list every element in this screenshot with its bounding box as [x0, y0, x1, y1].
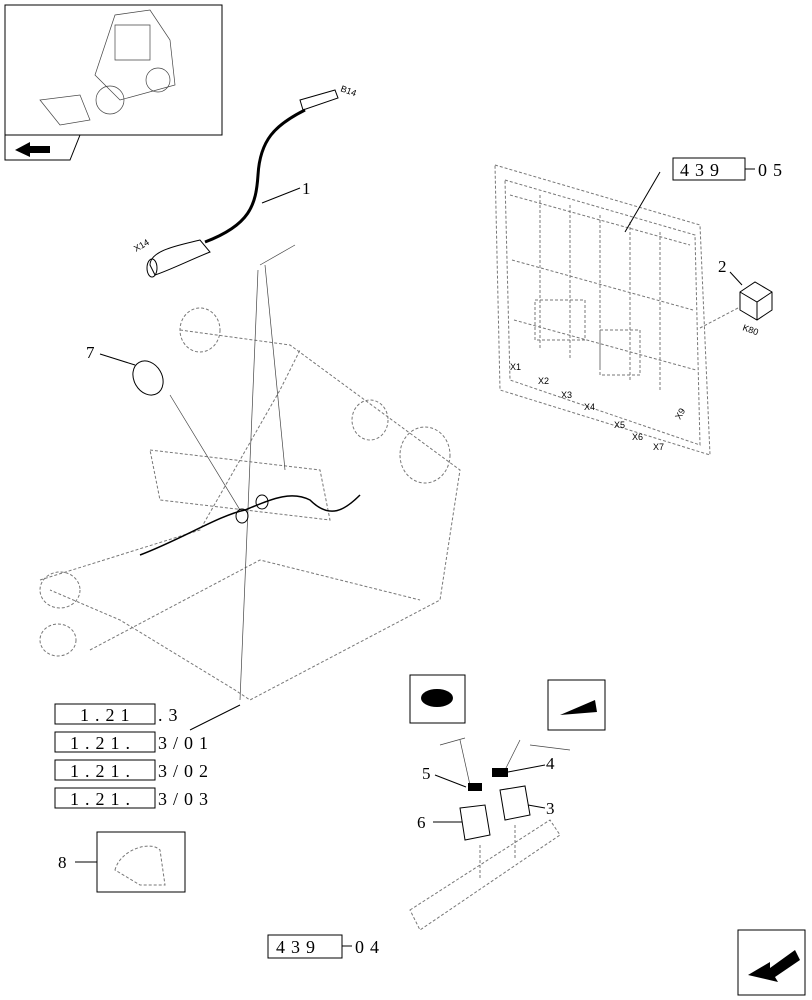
label-decal: 8 — [58, 831, 186, 893]
connector-label: X7 — [653, 442, 664, 452]
cable: B14 X14 1 — [132, 83, 358, 278]
connector-label: X2 — [538, 376, 549, 386]
switches: 5 4 6 3 — [409, 674, 606, 931]
callout: 2 — [718, 257, 727, 276]
callout: 5 — [422, 764, 431, 783]
connector-label: X9 — [673, 406, 687, 421]
connector-label: X1 — [510, 362, 521, 372]
connector-label: X3 — [561, 390, 572, 400]
cable-label: B14 — [339, 83, 357, 98]
nav-arrow[interactable] — [737, 929, 806, 996]
callout: 1 — [302, 179, 311, 198]
callout: 6 — [417, 813, 426, 832]
chassis — [39, 244, 461, 701]
section-ref-suffix: 3/03 — [158, 789, 214, 809]
section-ref-box: 1.21. — [70, 789, 136, 809]
relay: 2 K80 — [699, 257, 773, 337]
section-refs: 1.21 .3 1.21. 3/01 1.21. 3/02 1.21. 3/03 — [54, 703, 241, 809]
callout: 4 — [546, 754, 555, 773]
cable-label: X14 — [132, 237, 151, 254]
clamp: 7 — [86, 343, 164, 396]
callout: 7 — [86, 343, 95, 362]
section-ref-suffix: 3/02 — [158, 761, 214, 781]
connector-label: X4 — [584, 402, 595, 412]
thumbnail — [4, 4, 223, 161]
section-ref-box: 1.21. — [70, 761, 136, 781]
section-ref-suffix: .3 — [158, 705, 184, 725]
section-ref-box: 1.21 — [80, 705, 136, 725]
section-ref-suffix: 3/01 — [158, 733, 214, 753]
reference-box: 439 — [680, 160, 725, 180]
section-ref-box: 1.21. — [70, 733, 136, 753]
reference-suffix: 04 — [355, 937, 385, 957]
connector-label: X5 — [614, 420, 625, 430]
reference-suffix: 05 — [758, 160, 788, 180]
nav-button[interactable] — [737, 929, 806, 996]
reference-box: 439 — [276, 937, 321, 957]
callout: 8 — [58, 853, 67, 872]
callout: 3 — [546, 799, 555, 818]
relay-label: K80 — [741, 322, 759, 337]
connector-label: X6 — [632, 432, 643, 442]
fuse-box: X1 X2 X3 X4 X5 X6 X7 X9 439 05 — [494, 157, 788, 456]
reference: 439 04 — [267, 934, 385, 959]
